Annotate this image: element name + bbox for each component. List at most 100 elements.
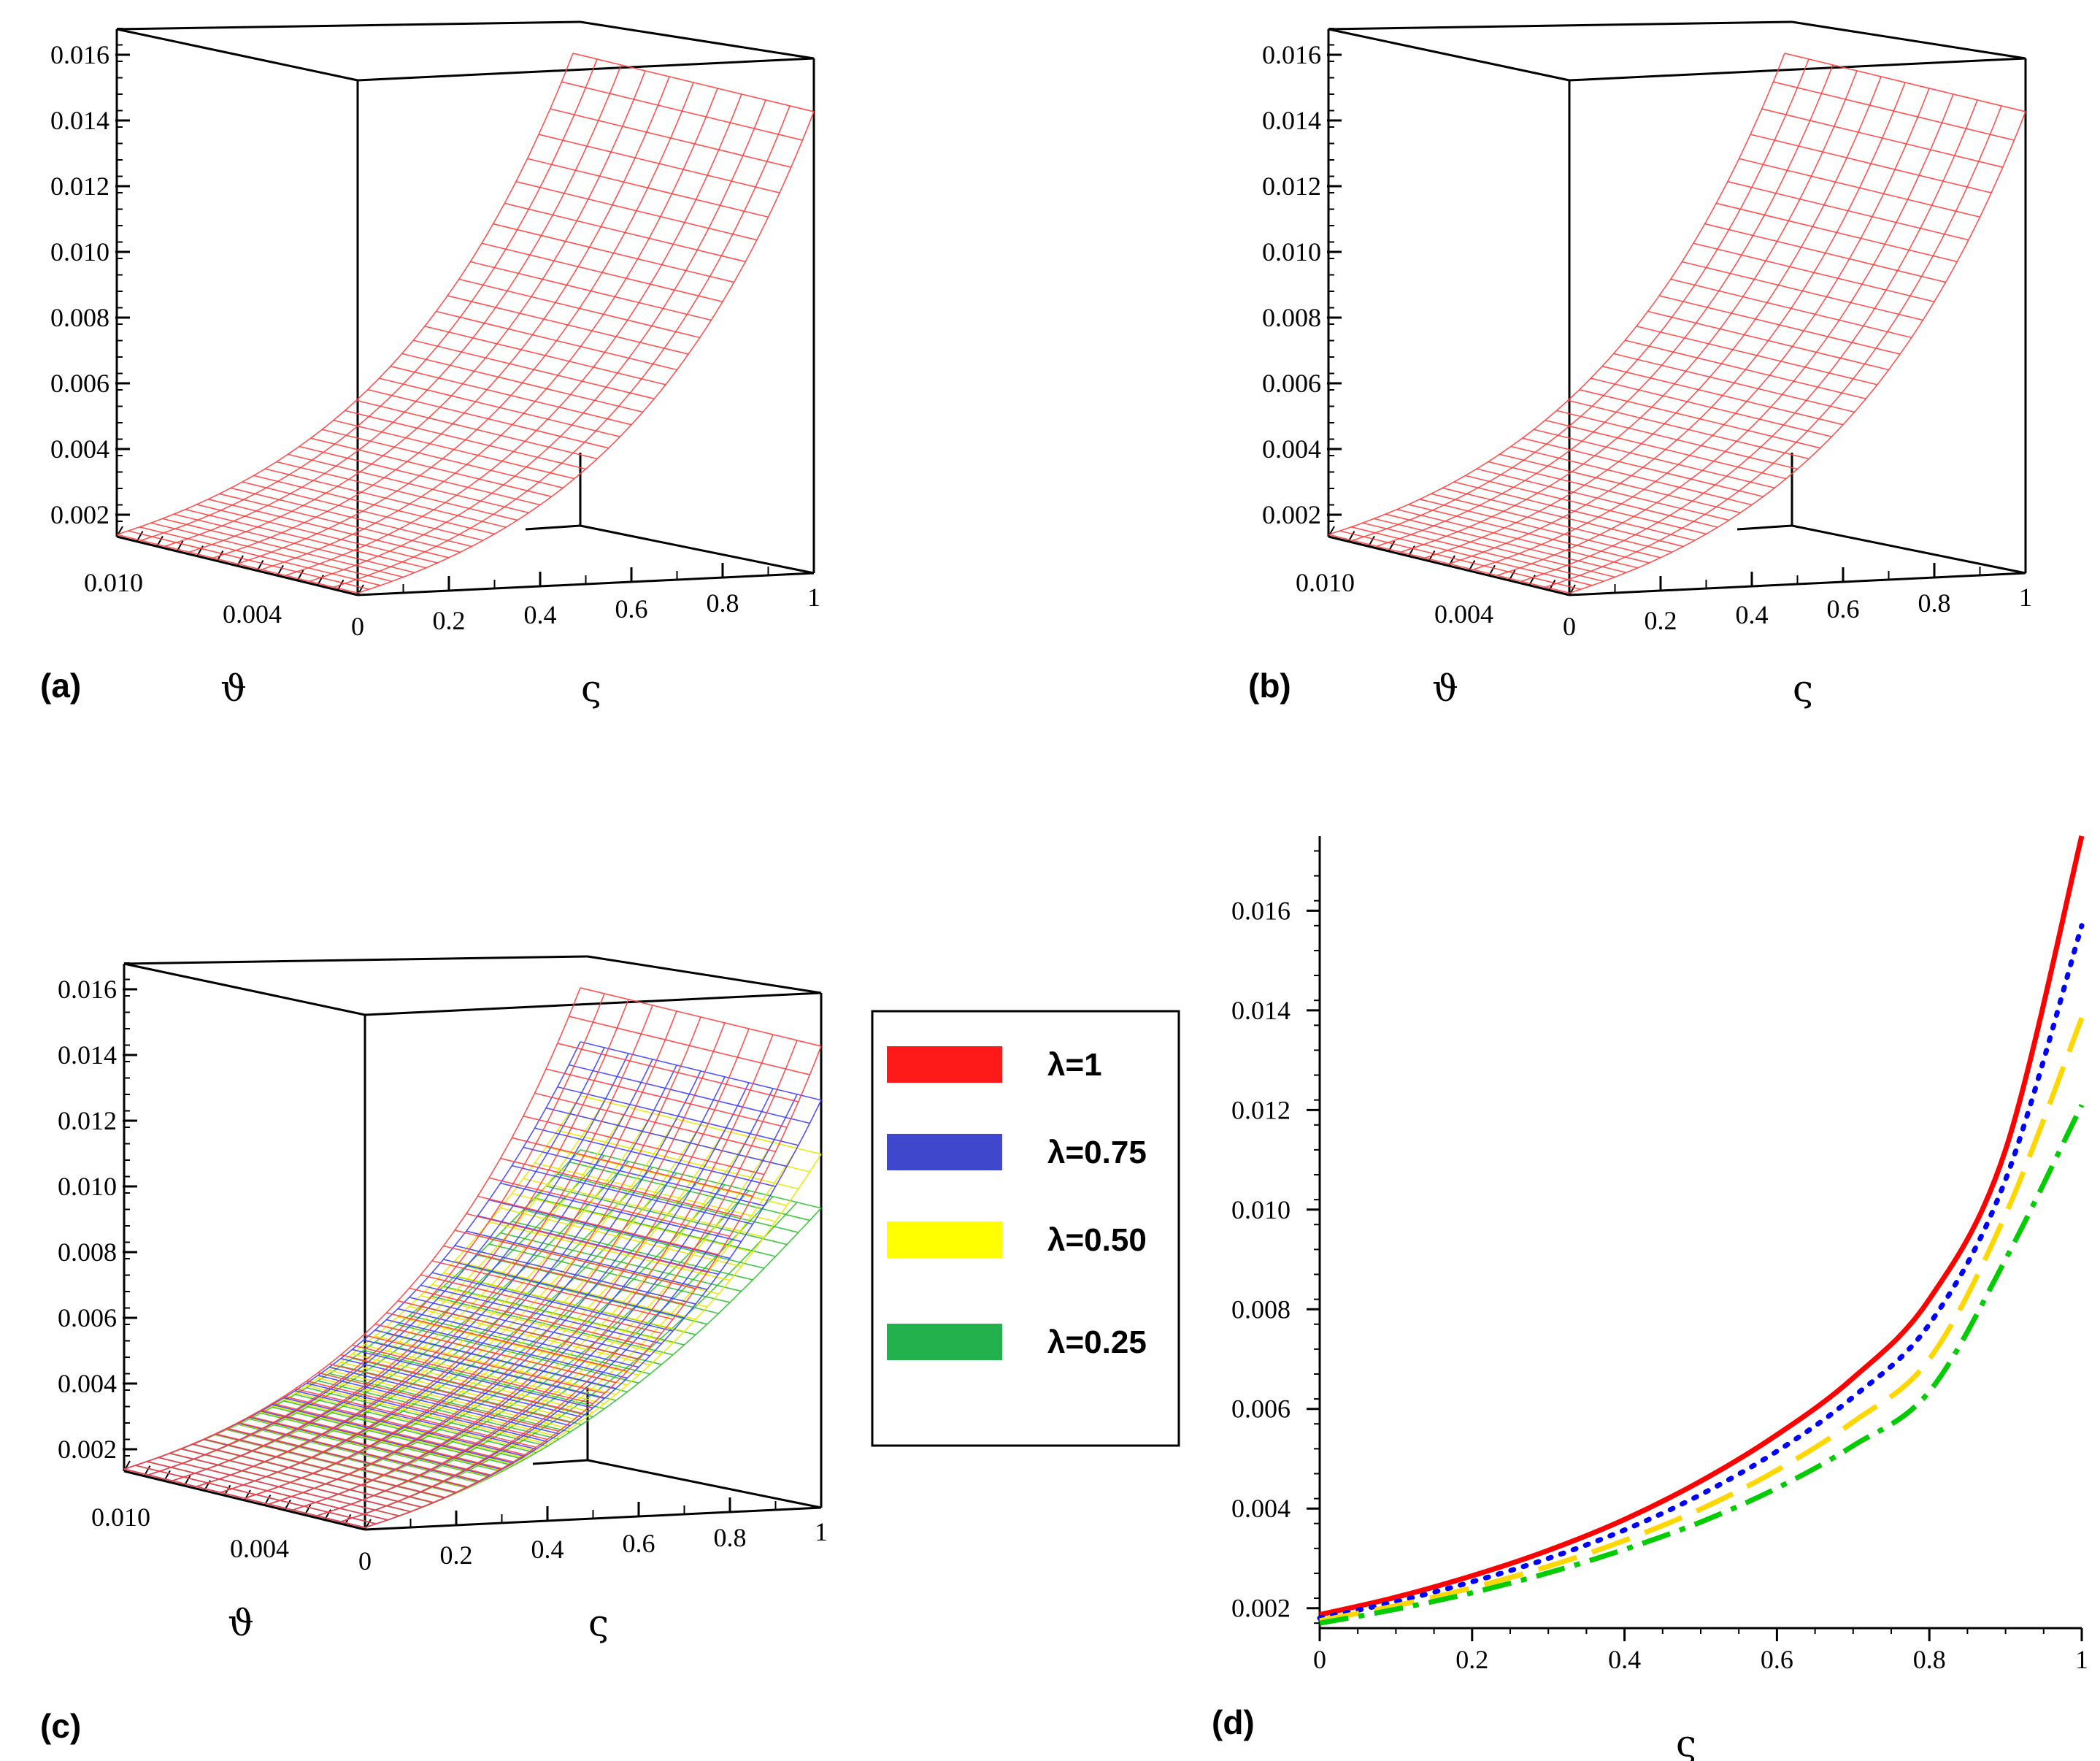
- mesh-line: [272, 1403, 514, 1462]
- mesh-line: [295, 1388, 536, 1449]
- legend-swatch: [887, 1046, 1002, 1083]
- x-tick-label: 1: [2019, 583, 2032, 612]
- mesh-line: [272, 1406, 514, 1467]
- x-tick-label: 0.8: [1913, 1645, 1946, 1674]
- mesh-line: [253, 475, 495, 535]
- mesh-line: [1534, 429, 1775, 489]
- mesh-line: [1476, 468, 1718, 528]
- z-tick-label: 0.012: [1262, 172, 1321, 201]
- x-axis-label: ς: [1676, 1722, 1696, 1761]
- mesh-line: [318, 1377, 559, 1438]
- mesh-line: [352, 1348, 593, 1409]
- mesh-line: [1545, 419, 1787, 480]
- mesh-line: [523, 1209, 765, 1269]
- mesh-line: [1396, 508, 1638, 569]
- x-tick-label: 0.6: [1827, 594, 1860, 624]
- y-tick-label: 0.010: [1231, 1195, 1291, 1224]
- mesh-line: [527, 158, 769, 218]
- mesh-line: [443, 1272, 685, 1332]
- mesh-line: [1374, 518, 1615, 578]
- mesh-line: [1727, 180, 1969, 241]
- y-tick-label: 0.004: [1434, 599, 1493, 629]
- frame-edge: [587, 1459, 822, 1509]
- mesh-line: [409, 1287, 650, 1348]
- legend-label: λ=1: [1047, 1047, 1102, 1083]
- z-tick-label: 0.002: [50, 500, 109, 529]
- mesh-line: [357, 111, 815, 594]
- mesh-line: [1761, 108, 2003, 168]
- mesh-line: [386, 1319, 628, 1379]
- mesh-line: [523, 1115, 765, 1175]
- mesh-line: [1545, 105, 2002, 588]
- panel-label-d: (d): [1212, 1703, 1255, 1741]
- x-tick-label: 0.8: [714, 1523, 747, 1552]
- mesh-line: [1658, 295, 1901, 355]
- mesh-line: [299, 445, 541, 506]
- mesh-line: [493, 223, 734, 283]
- panel-label-a: (a): [40, 667, 81, 705]
- mesh-line: [306, 1380, 548, 1440]
- mesh-line: [340, 1362, 582, 1422]
- z-tick-label: 0.004: [1262, 434, 1321, 464]
- x-tick-label: 0: [358, 1546, 372, 1576]
- z-tick-label: 0.014: [50, 106, 109, 135]
- z-tick-label: 0.014: [1262, 106, 1321, 135]
- mesh-line: [443, 1245, 685, 1305]
- mesh-line: [150, 522, 393, 583]
- frame-edge: [1328, 20, 1793, 31]
- y-tick-label: 0.002: [1231, 1594, 1291, 1623]
- mesh-line: [458, 278, 700, 339]
- mesh-line: [147, 1461, 388, 1521]
- x-tick-label: 0.6: [615, 594, 648, 624]
- mesh-line: [295, 1394, 536, 1454]
- mesh-line: [158, 1457, 400, 1517]
- mesh-line: [1499, 453, 1741, 514]
- mesh-line: [185, 508, 426, 569]
- mesh-line: [572, 53, 815, 112]
- mesh-line: [169, 1452, 411, 1513]
- mesh-line: [1362, 522, 1604, 583]
- mesh-line: [523, 1178, 765, 1238]
- mesh-line: [374, 1323, 616, 1384]
- mesh-line: [249, 1416, 491, 1476]
- mesh-line: [207, 499, 450, 559]
- frame-edge: [364, 991, 822, 1016]
- mesh-line: [374, 1341, 616, 1401]
- mesh-line: [363, 1344, 605, 1405]
- mesh-line: [204, 1438, 445, 1498]
- x-tick-label: 0: [1563, 612, 1576, 641]
- mesh-line: [504, 202, 746, 263]
- surface-mesh-λ=1: [123, 987, 822, 1528]
- mesh-line: [580, 1041, 822, 1101]
- x-tick-label: 0.4: [524, 600, 557, 629]
- mesh-line: [424, 326, 666, 385]
- mesh-line: [333, 105, 791, 588]
- mesh-line: [477, 1195, 719, 1256]
- mesh-line: [1625, 339, 1866, 399]
- frame-edge: [116, 28, 358, 82]
- z-tick-label: 0.006: [50, 369, 109, 398]
- mesh-line: [443, 1259, 685, 1319]
- y-tick-label: 0.014: [1231, 996, 1291, 1025]
- legend-swatch: [887, 1324, 1002, 1360]
- panel-a-surface-plot: 0.002 0.004 0.006 0.008 0.010 0.012 0.014 0.016…: [50, 20, 820, 710]
- mesh-line: [397, 1300, 639, 1360]
- mesh-line: [1682, 261, 1923, 321]
- mesh-line: [1408, 504, 1650, 564]
- mesh-line: [355, 399, 598, 460]
- mesh-line: [569, 1064, 810, 1124]
- mesh-line: [431, 1272, 674, 1332]
- x-tick-label: 0.2: [433, 606, 466, 635]
- mesh-line: [580, 987, 822, 1047]
- panel-d-line-plot: 0.002 0.004 0.006 0.008 0.010 0.012 0.014 0.016…: [1231, 835, 2088, 1761]
- mesh-line: [128, 530, 369, 590]
- mesh-line: [1328, 534, 1570, 594]
- frame-edge: [1328, 28, 1570, 82]
- frame-edge: [587, 955, 822, 994]
- legend-label: λ=0.50: [1047, 1222, 1147, 1258]
- mesh-line: [470, 261, 712, 321]
- mesh-line: [1773, 81, 2015, 141]
- legend: λ=1 λ=0.75 λ=0.50 λ=0.25: [871, 1010, 1180, 1447]
- mesh-line: [162, 518, 404, 578]
- mesh-line: [295, 1392, 536, 1452]
